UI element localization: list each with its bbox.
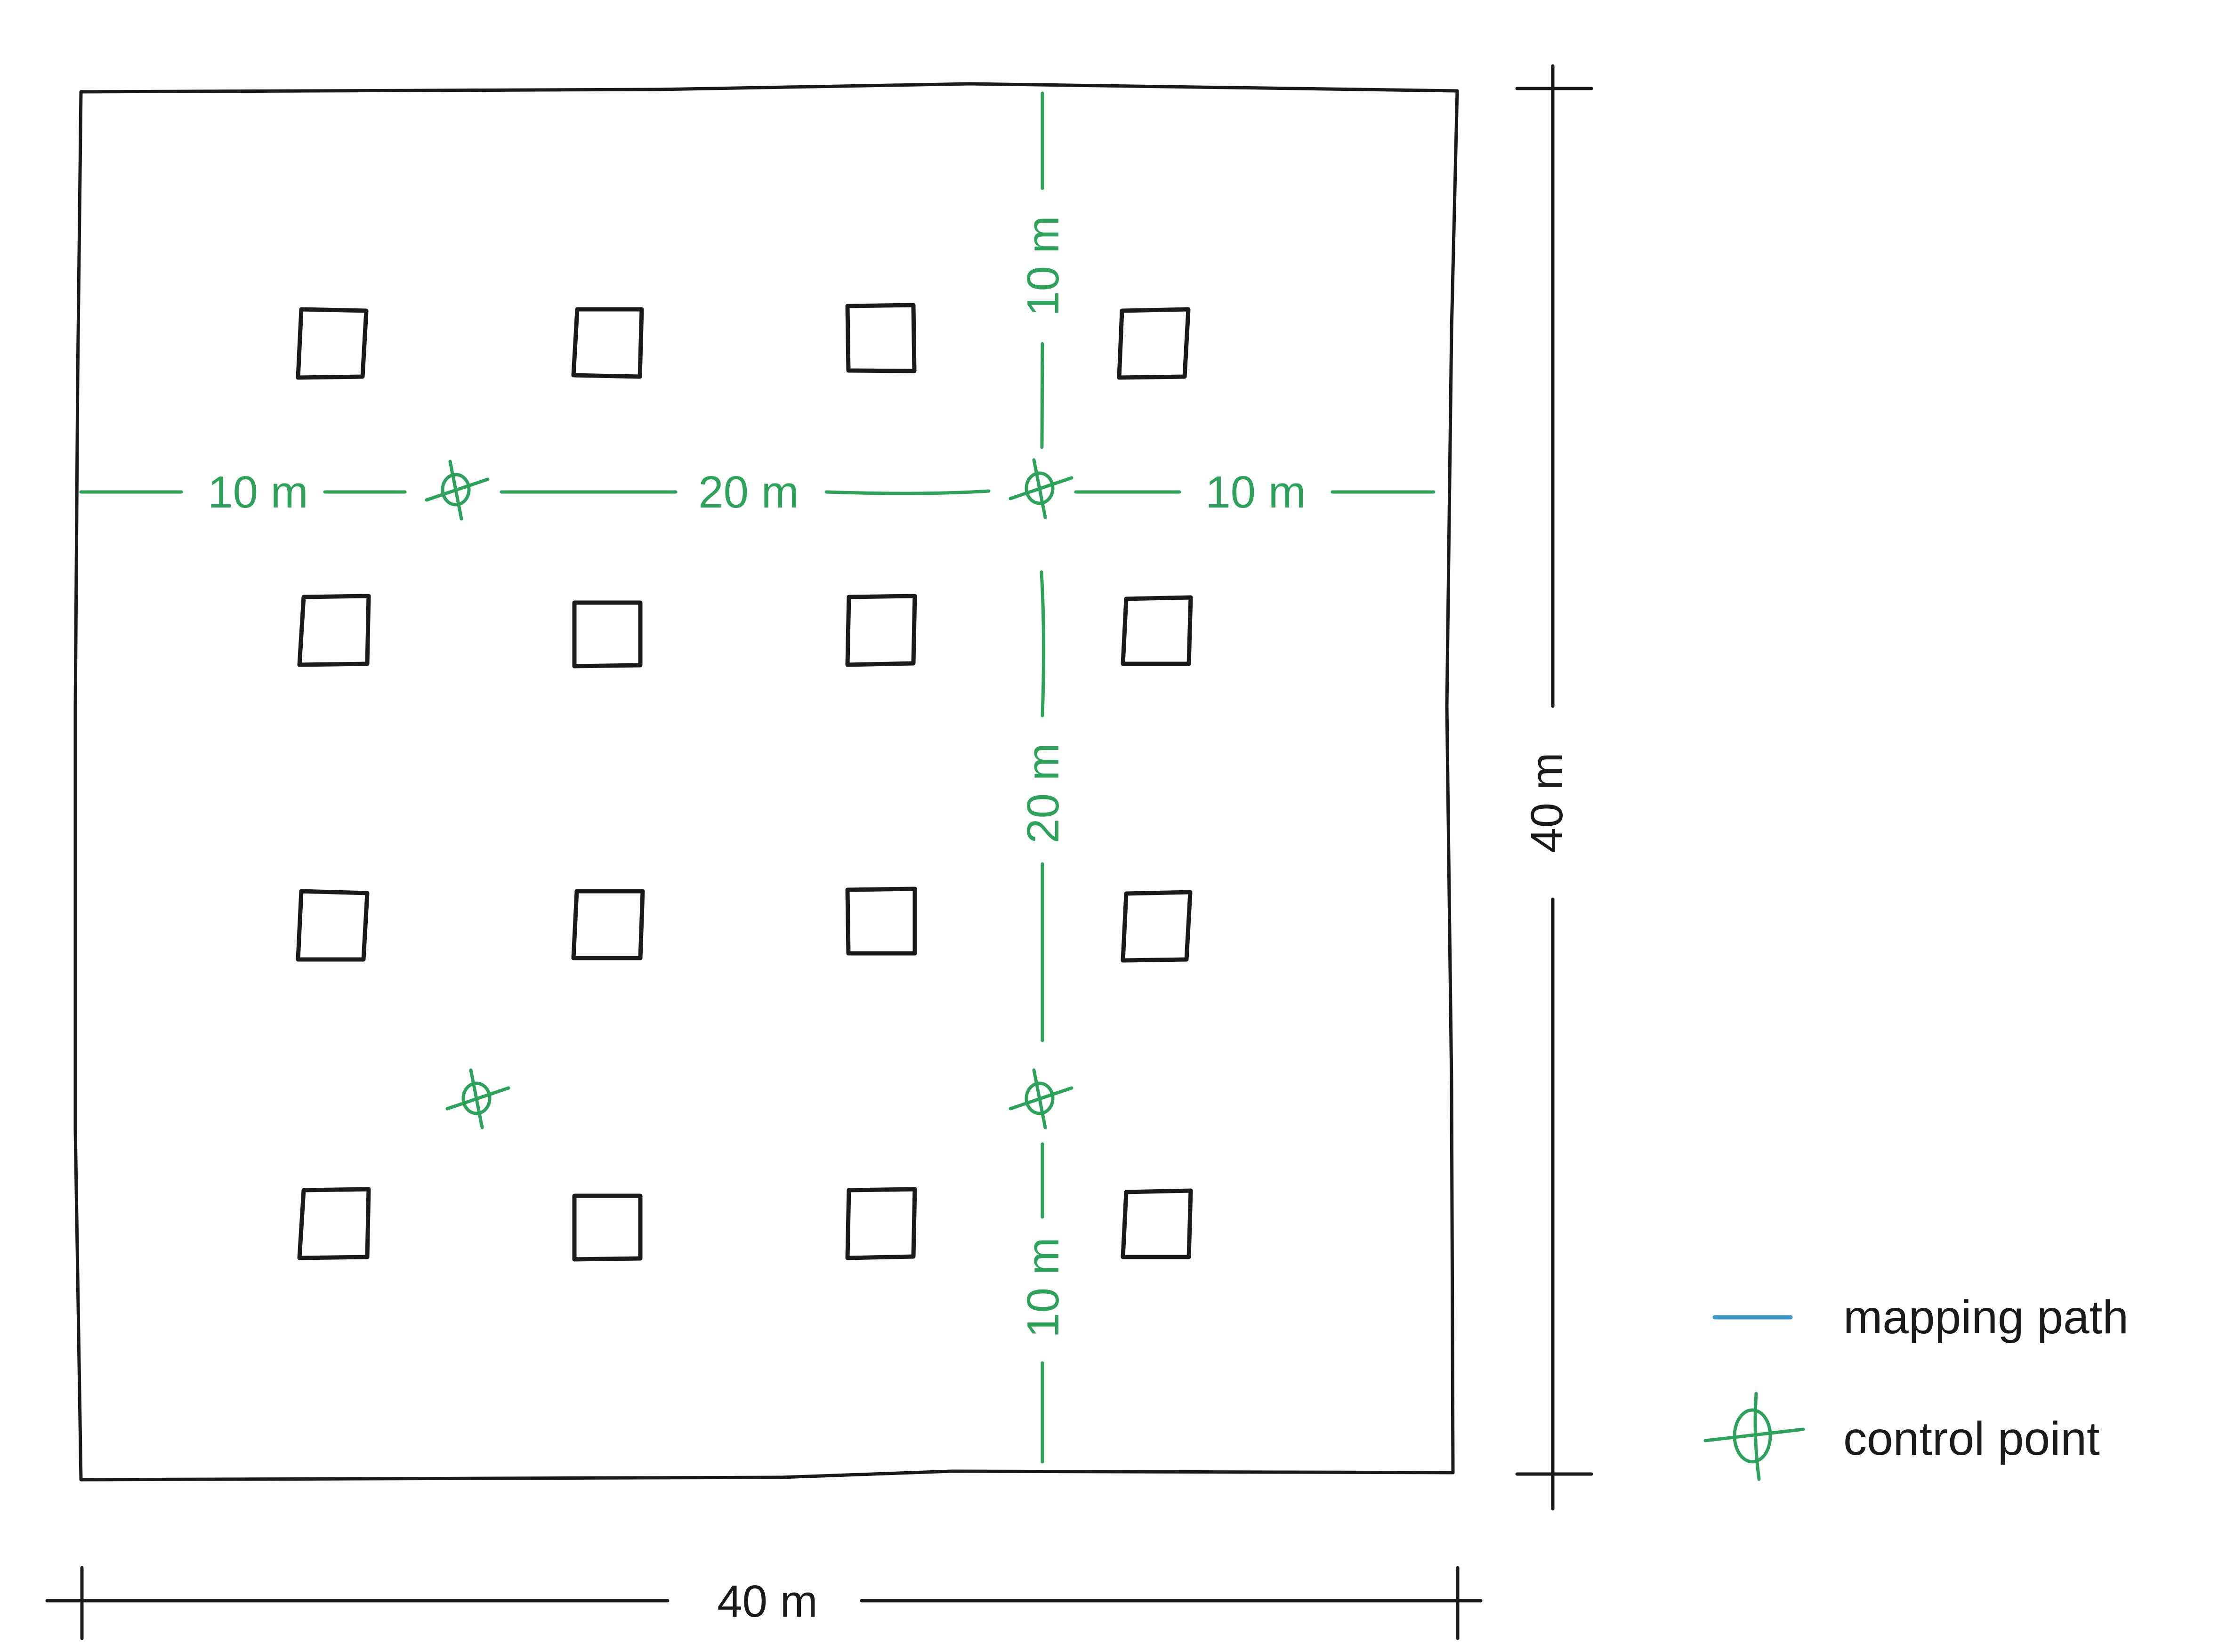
width-dimension: 40 m [45, 1566, 1483, 1640]
plot-boundary [73, 82, 1459, 1482]
sample-plot [572, 600, 643, 669]
height-dimension-label: 40 m [1522, 752, 1572, 853]
vertical-segment-2-label: 20 m [1018, 743, 1068, 843]
legend-label-mapping-path: mapping path [1843, 1291, 2129, 1344]
control-point-icon [1703, 1392, 1805, 1481]
legend-item-control-point: control point [1703, 1392, 2100, 1481]
control-point-icon [445, 1068, 510, 1129]
sample-plot [845, 303, 917, 373]
sample-plot [845, 594, 917, 667]
sample-plot [1121, 890, 1193, 963]
sample-plot [297, 1187, 371, 1260]
vertical-segment-3-label: 10 m [1018, 1237, 1068, 1338]
sample-plot [571, 889, 645, 960]
sample-plot [296, 307, 369, 380]
legend: mapping path control point [1703, 1291, 2129, 1481]
legend-label-control-point: control point [1843, 1412, 2100, 1465]
control-point-markers [425, 458, 1073, 1129]
sample-plot [1121, 595, 1193, 666]
sample-plot [296, 889, 370, 962]
sample-plot [845, 1187, 917, 1260]
sample-plot [1121, 1188, 1193, 1259]
height-dimension: 40 m [1515, 64, 1593, 1511]
sample-plot [572, 1193, 643, 1262]
horizontal-segment-2-label: 20 m [698, 467, 799, 517]
control-point-icon [1009, 458, 1073, 519]
sample-plot [1117, 307, 1191, 380]
vertical-measure-line: 10 m 20 m 10 m [1018, 91, 1068, 1464]
control-point-icon [425, 459, 490, 521]
sample-plot [571, 307, 644, 379]
legend-item-mapping-path: mapping path [1712, 1291, 2129, 1344]
sample-plot [297, 594, 371, 667]
sample-plot [845, 886, 917, 956]
width-dimension-label: 40 m [717, 1576, 817, 1627]
plot-grid [296, 303, 1193, 1262]
horizontal-measure-line: 10 m 20 m 10 m [79, 467, 1436, 517]
vertical-segment-1-label: 10 m [1018, 216, 1068, 316]
horizontal-segment-3-label: 10 m [1205, 467, 1306, 517]
horizontal-segment-1-label: 10 m [208, 467, 308, 517]
control-point-icon [1009, 1068, 1073, 1129]
